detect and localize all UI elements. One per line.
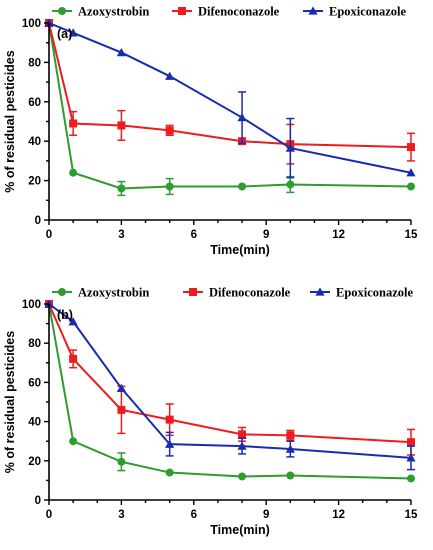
data-point bbox=[165, 468, 174, 477]
data-point bbox=[117, 457, 126, 466]
data-point bbox=[285, 444, 295, 453]
series-epoxiconazole bbox=[44, 299, 416, 471]
x-tick-label: 0 bbox=[46, 509, 52, 521]
data-point bbox=[286, 180, 295, 189]
x-tick-label: 0 bbox=[46, 229, 52, 241]
y-tick-label: 20 bbox=[28, 456, 41, 468]
series-epoxiconazole bbox=[44, 18, 416, 179]
data-point bbox=[165, 126, 174, 135]
data-point bbox=[69, 437, 78, 446]
legend-item-azoxystrobin: Azoxystrobin bbox=[52, 5, 149, 19]
legend-label: Epoxiconazole bbox=[336, 286, 414, 300]
x-tick-label: 12 bbox=[332, 229, 345, 241]
legend-label: Difenoconazole bbox=[198, 5, 280, 19]
data-point bbox=[116, 383, 126, 392]
x-tick-label: 3 bbox=[118, 229, 124, 241]
legend-marker bbox=[308, 6, 318, 15]
x-tick-label: 15 bbox=[405, 229, 418, 241]
data-point bbox=[238, 182, 247, 191]
data-point bbox=[117, 405, 126, 414]
chart-panel-1: 0 3 6 9 12 15 0 20 40 60 80 100 Time(min) % of residu… bbox=[3, 286, 418, 538]
data-point bbox=[165, 415, 174, 424]
data-point bbox=[68, 317, 78, 326]
data-point bbox=[406, 168, 416, 177]
legend-marker bbox=[315, 287, 325, 296]
data-point bbox=[238, 472, 247, 481]
legend-marker bbox=[58, 288, 66, 296]
series-difenoconazole bbox=[45, 300, 415, 456]
data-point bbox=[165, 71, 175, 80]
legend-label: Azoxystrobin bbox=[78, 5, 149, 19]
y-tick-label: 100 bbox=[22, 299, 41, 311]
legend: Azoxystrobin Difenoconazole Epoxiconazole bbox=[52, 286, 414, 300]
data-point bbox=[117, 184, 126, 193]
data-point bbox=[165, 182, 174, 191]
data-point bbox=[237, 441, 247, 450]
x-tick-label: 9 bbox=[263, 229, 269, 241]
legend-label: Difenoconazole bbox=[209, 286, 291, 300]
y-axis-title: % of residual pesticides bbox=[3, 50, 17, 192]
y-tick-label: 80 bbox=[28, 338, 41, 350]
legend-label: Epoxiconazole bbox=[329, 5, 407, 19]
y-tick-label: 60 bbox=[28, 97, 41, 109]
data-point bbox=[68, 28, 78, 37]
legend-label: Azoxystrobin bbox=[78, 286, 149, 300]
data-point bbox=[407, 474, 415, 483]
data-point bbox=[165, 439, 175, 448]
legend-item-difenoconazole: Difenoconazole bbox=[183, 286, 291, 300]
y-tick-label: 40 bbox=[28, 417, 41, 429]
legend-item-epoxiconazole: Epoxiconazole bbox=[310, 286, 414, 300]
y-tick-label: 100 bbox=[22, 18, 41, 30]
x-tick-label: 15 bbox=[405, 509, 418, 521]
x-axis-title: Time(min) bbox=[210, 523, 270, 537]
data-point bbox=[406, 453, 416, 462]
data-point bbox=[117, 121, 126, 130]
x-tick-label: 9 bbox=[263, 509, 269, 521]
data-point bbox=[69, 354, 78, 363]
series-line bbox=[48, 22, 412, 174]
y-tick-label: 40 bbox=[28, 136, 41, 148]
series-line bbox=[48, 22, 412, 149]
y-tick-label: 20 bbox=[28, 176, 41, 188]
x-tick-label: 6 bbox=[191, 229, 197, 241]
series-line bbox=[48, 303, 412, 459]
data-point bbox=[286, 431, 295, 440]
y-tick-label: 0 bbox=[35, 215, 41, 227]
data-point bbox=[238, 430, 247, 439]
series-azoxystrobin bbox=[45, 19, 415, 197]
data-point bbox=[69, 119, 78, 128]
series-difenoconazole bbox=[45, 19, 415, 165]
legend: Azoxystrobin Difenoconazole Epoxiconazole bbox=[52, 5, 407, 19]
legend-marker bbox=[189, 288, 197, 296]
data-point bbox=[407, 182, 415, 191]
data-point bbox=[285, 143, 295, 152]
x-tick-label: 6 bbox=[191, 509, 197, 521]
data-point bbox=[407, 438, 415, 447]
y-tick-label: 60 bbox=[28, 377, 41, 389]
x-axis-title: Time(min) bbox=[210, 243, 270, 257]
data-point bbox=[407, 143, 415, 152]
data-point bbox=[116, 47, 126, 57]
legend-item-epoxiconazole: Epoxiconazole bbox=[303, 5, 407, 19]
legend-marker bbox=[58, 7, 66, 15]
legend-marker bbox=[178, 7, 186, 15]
x-tick-label: 3 bbox=[118, 509, 124, 521]
y-tick-label: 80 bbox=[28, 57, 41, 69]
chart-panel-0: 0 3 6 9 12 15 0 20 40 60 80 100 Time(min) % of residu… bbox=[3, 5, 418, 258]
data-point bbox=[237, 112, 247, 122]
panel-label: (b) bbox=[57, 308, 73, 322]
x-tick-label: 12 bbox=[332, 509, 345, 521]
y-axis-title: % of residual pesticides bbox=[3, 331, 17, 473]
data-point bbox=[286, 471, 295, 480]
series-line bbox=[48, 303, 412, 444]
legend-item-difenoconazole: Difenoconazole bbox=[172, 5, 280, 19]
y-tick-label: 0 bbox=[35, 495, 41, 507]
legend-item-azoxystrobin: Azoxystrobin bbox=[52, 286, 149, 300]
panel-label: (a) bbox=[57, 27, 72, 41]
series-line bbox=[48, 22, 412, 190]
data-point bbox=[69, 168, 78, 177]
